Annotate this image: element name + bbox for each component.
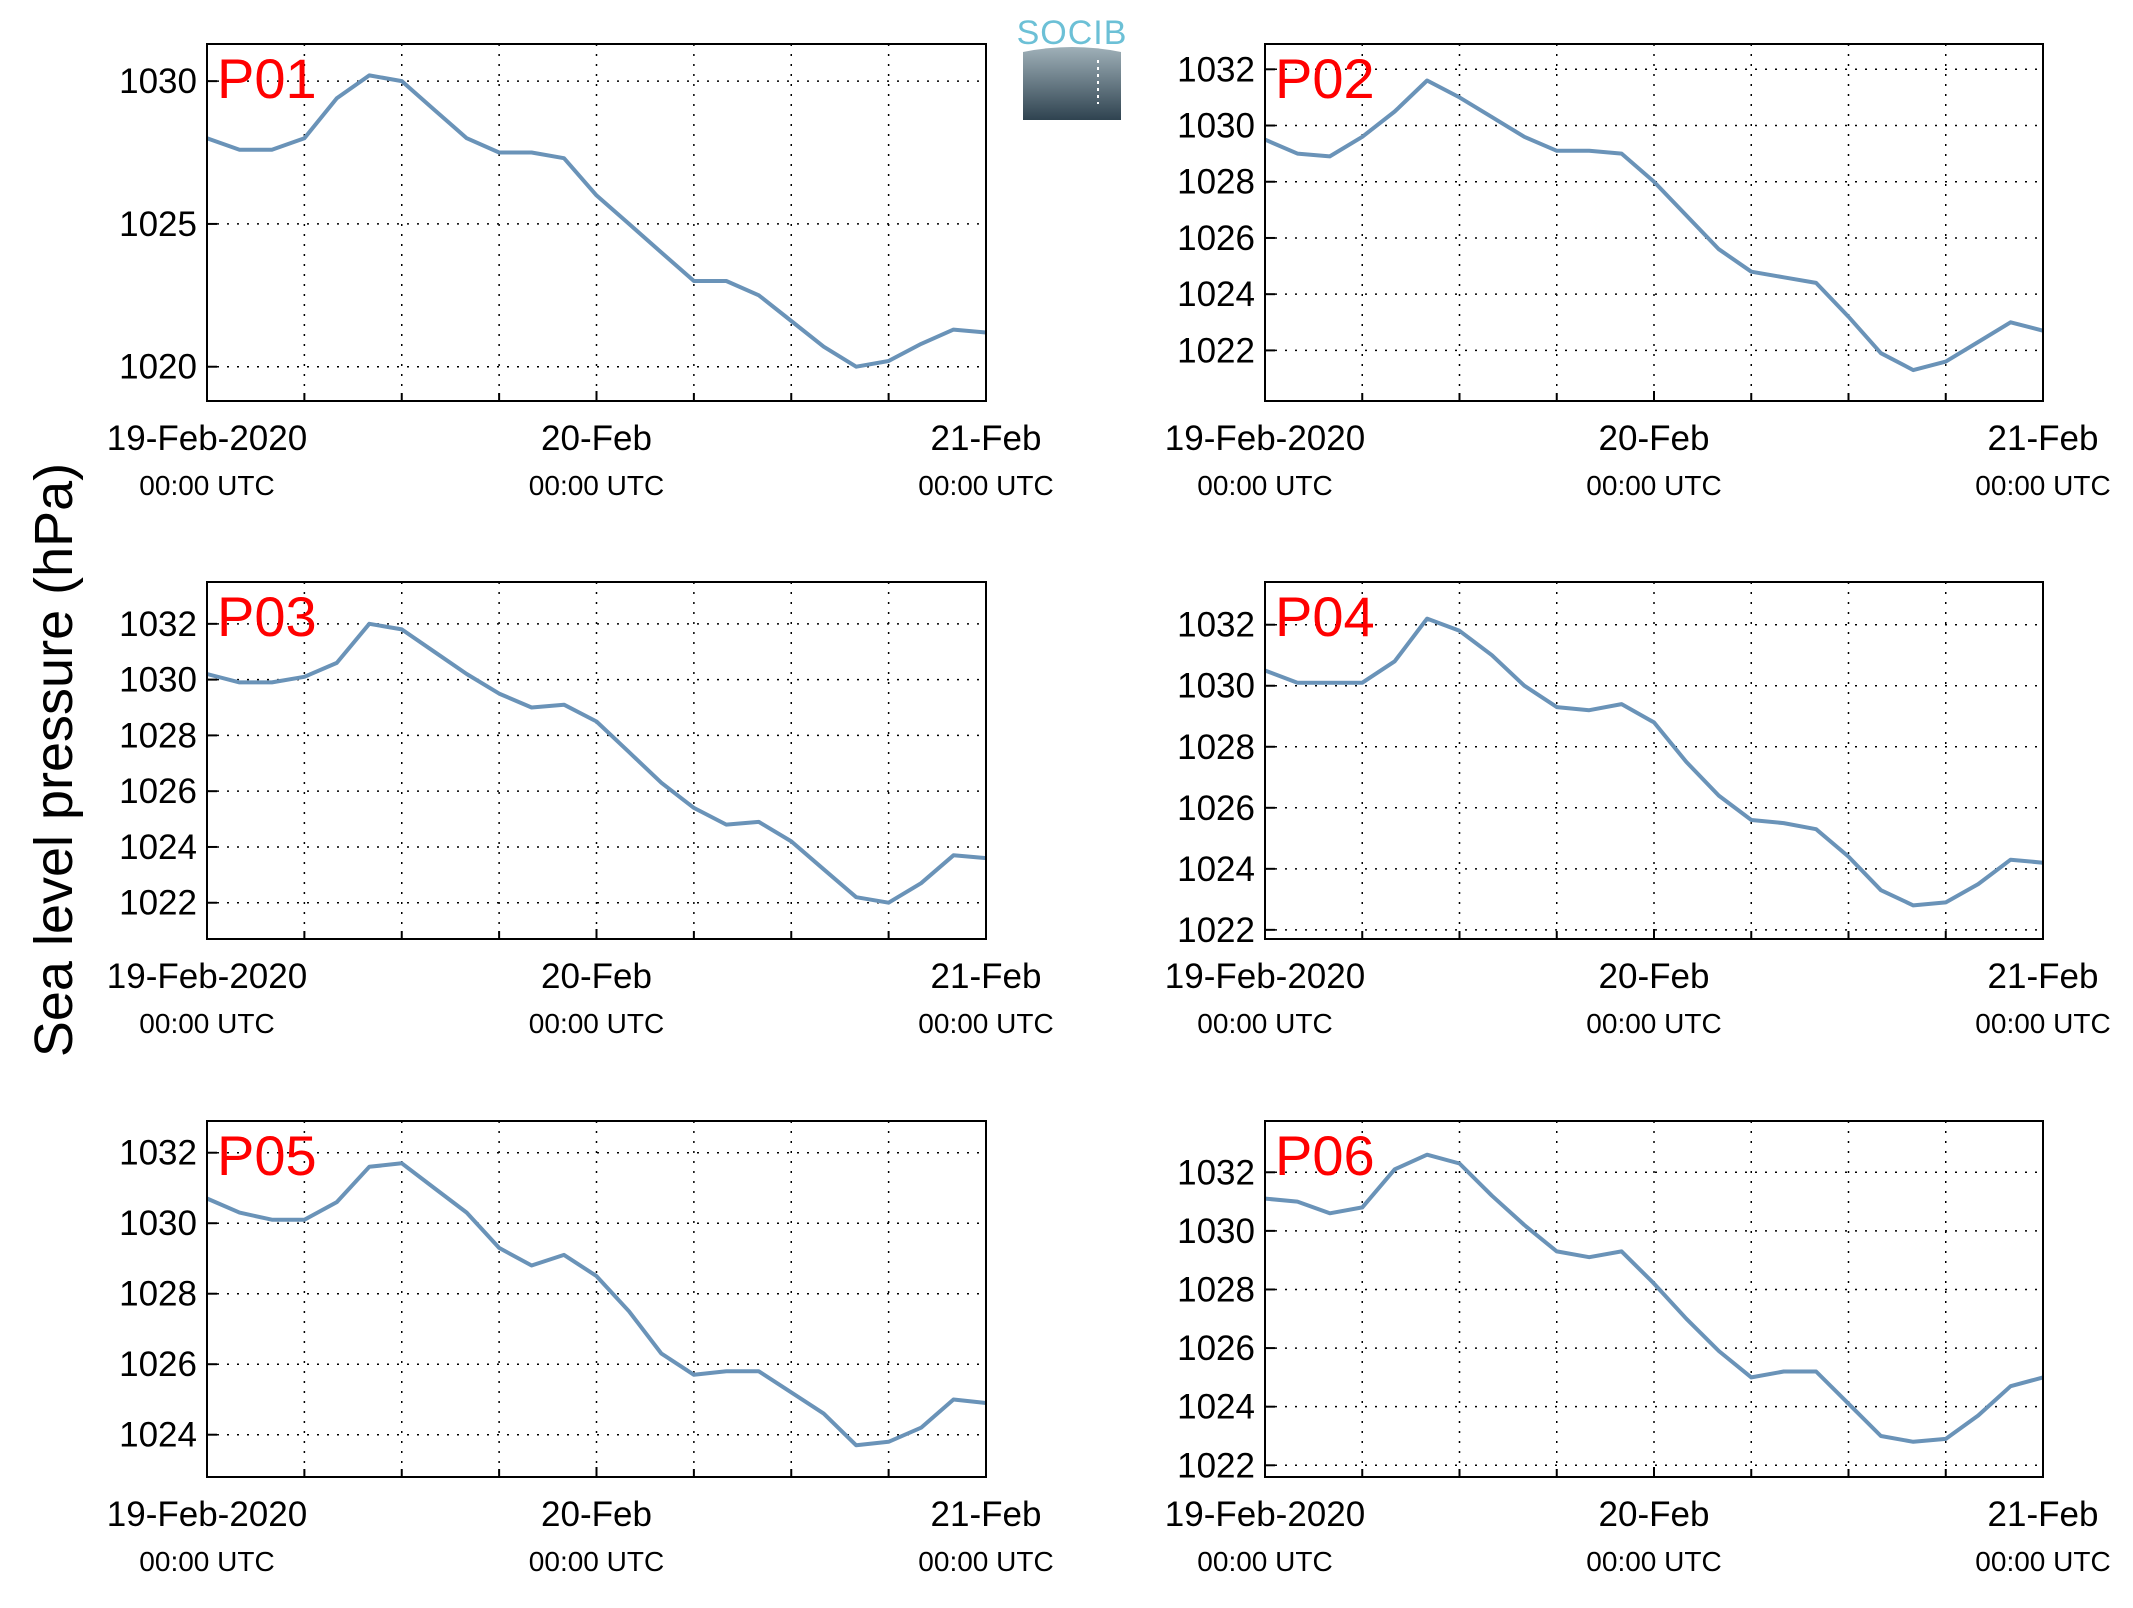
y-tick-label: 1030 [119,1204,197,1243]
x-tick-sublabel: 00:00 UTC [1975,470,2110,501]
panel-title: P03 [217,585,317,648]
plot-frame [206,581,987,940]
x-tick-label: 21-Feb [1988,1495,2099,1534]
y-tick-label: 1022 [1177,911,1255,950]
panel: 1020 1025 1030 19-Feb-2020 00:00 UTC 20-Feb 00… [107,43,1054,501]
x-tick-sublabel: 00:00 UTC [918,1546,1053,1577]
y-tick-label: 1030 [119,661,197,700]
plot-frame [206,1120,987,1478]
x-tick-label: 19-Feb-2020 [1165,419,1365,458]
x-tick-sublabel: 00:00 UTC [529,1546,664,1577]
panel-title: P01 [217,47,317,110]
plot-frame [1264,581,2044,940]
x-tick-sublabel: 00:00 UTC [1586,470,1721,501]
y-tick-label: 1020 [119,348,197,387]
x-tick-label: 21-Feb [931,1495,1042,1534]
y-tick-label: 1022 [1177,1446,1255,1485]
x-tick-label: 21-Feb [1988,957,2099,996]
plot-frame [206,43,987,402]
x-tick-label: 20-Feb [1599,957,1710,996]
y-tick-label: 1028 [119,716,197,755]
y-tick-label: 1024 [1177,275,1255,314]
x-tick-label: 19-Feb-2020 [1165,1495,1365,1534]
y-tick-label: 1032 [119,1134,197,1173]
x-tick-label: 20-Feb [541,957,652,996]
x-tick-sublabel: 00:00 UTC [139,1546,274,1577]
x-tick-label: 21-Feb [931,419,1042,458]
y-tick-label: 1030 [119,62,197,101]
plot-frame [1264,43,2044,402]
panel-title: P05 [217,1124,317,1187]
y-tick-label: 1024 [1177,850,1255,889]
y-tick-label: 1032 [1177,606,1255,645]
series-line [1264,616,2044,908]
series-line [1264,78,2044,373]
y-tick-label: 1026 [1177,219,1255,258]
y-tick-label: 1026 [119,772,197,811]
series-line [206,1161,987,1448]
y-tick-label: 1025 [119,205,197,244]
logo-shape [1023,47,1121,120]
y-tick-label: 1030 [1177,107,1255,146]
y-tick-label: 1026 [119,1345,197,1384]
y-tick-label: 1032 [1177,1153,1255,1192]
panel: 1022 1024 1026 1028 1030 1032 19-Feb-2020 00:00… [1165,43,2111,501]
x-tick-label: 20-Feb [1599,419,1710,458]
x-tick-sublabel: 00:00 UTC [918,470,1053,501]
x-tick-sublabel: 00:00 UTC [139,470,274,501]
x-tick-label: 19-Feb-2020 [107,957,307,996]
x-tick-sublabel: 00:00 UTC [1586,1008,1721,1039]
panel: 1022 1024 1026 1028 1030 1032 19-Feb-2020 00:00… [1165,581,2111,1039]
y-tick-label: 1028 [119,1275,197,1314]
y-axis-label: Sea level pressure (hPa) [24,463,84,1057]
x-tick-sublabel: 00:00 UTC [529,470,664,501]
x-tick-sublabel: 00:00 UTC [529,1008,664,1039]
series-line [206,73,987,369]
x-tick-label: 19-Feb-2020 [107,1495,307,1534]
x-tick-label: 20-Feb [541,419,652,458]
y-tick-label: 1024 [1177,1388,1255,1427]
x-tick-sublabel: 00:00 UTC [139,1008,274,1039]
logo: SOCIB [1017,14,1128,120]
panel-title: P04 [1275,585,1375,648]
y-tick-label: 1024 [119,828,197,867]
panel-title: P02 [1275,47,1375,110]
logo-text: SOCIB [1017,14,1128,52]
series-line [1264,1152,2044,1444]
y-tick-label: 1028 [1177,1270,1255,1309]
x-tick-sublabel: 00:00 UTC [1197,1546,1332,1577]
y-tick-label: 1026 [1177,1329,1255,1368]
panel: 1022 1024 1026 1028 1030 1032 19-Feb-2020 00:00… [1165,1120,2111,1577]
x-tick-sublabel: 00:00 UTC [1197,470,1332,501]
y-tick-label: 1024 [119,1416,197,1455]
x-tick-sublabel: 00:00 UTC [1975,1008,2110,1039]
panel-title: P06 [1275,1124,1375,1187]
x-tick-label: 20-Feb [1599,1495,1710,1534]
panel: 1024 1026 1028 1030 1032 19-Feb-2020 00:00 UTC… [107,1120,1054,1577]
x-tick-sublabel: 00:00 UTC [1586,1546,1721,1577]
y-tick-label: 1028 [1177,728,1255,767]
y-tick-label: 1026 [1177,789,1255,828]
x-tick-sublabel: 00:00 UTC [1197,1008,1332,1039]
x-tick-sublabel: 00:00 UTC [1975,1546,2110,1577]
y-tick-label: 1030 [1177,1212,1255,1251]
x-tick-label: 19-Feb-2020 [107,419,307,458]
y-tick-label: 1032 [1177,50,1255,89]
y-tick-label: 1022 [119,884,197,923]
x-tick-label: 19-Feb-2020 [1165,957,1365,996]
x-tick-label: 21-Feb [931,957,1042,996]
plot-frame [1264,1120,2044,1478]
y-tick-label: 1028 [1177,163,1255,202]
y-tick-label: 1030 [1177,667,1255,706]
y-tick-label: 1032 [119,605,197,644]
x-tick-sublabel: 00:00 UTC [918,1008,1053,1039]
series-line [206,621,987,905]
panel: 1022 1024 1026 1028 1030 1032 19-Feb-2020 00:00… [107,581,1054,1039]
y-tick-label: 1022 [1177,331,1255,370]
x-tick-label: 20-Feb [541,1495,652,1534]
x-tick-label: 21-Feb [1988,419,2099,458]
